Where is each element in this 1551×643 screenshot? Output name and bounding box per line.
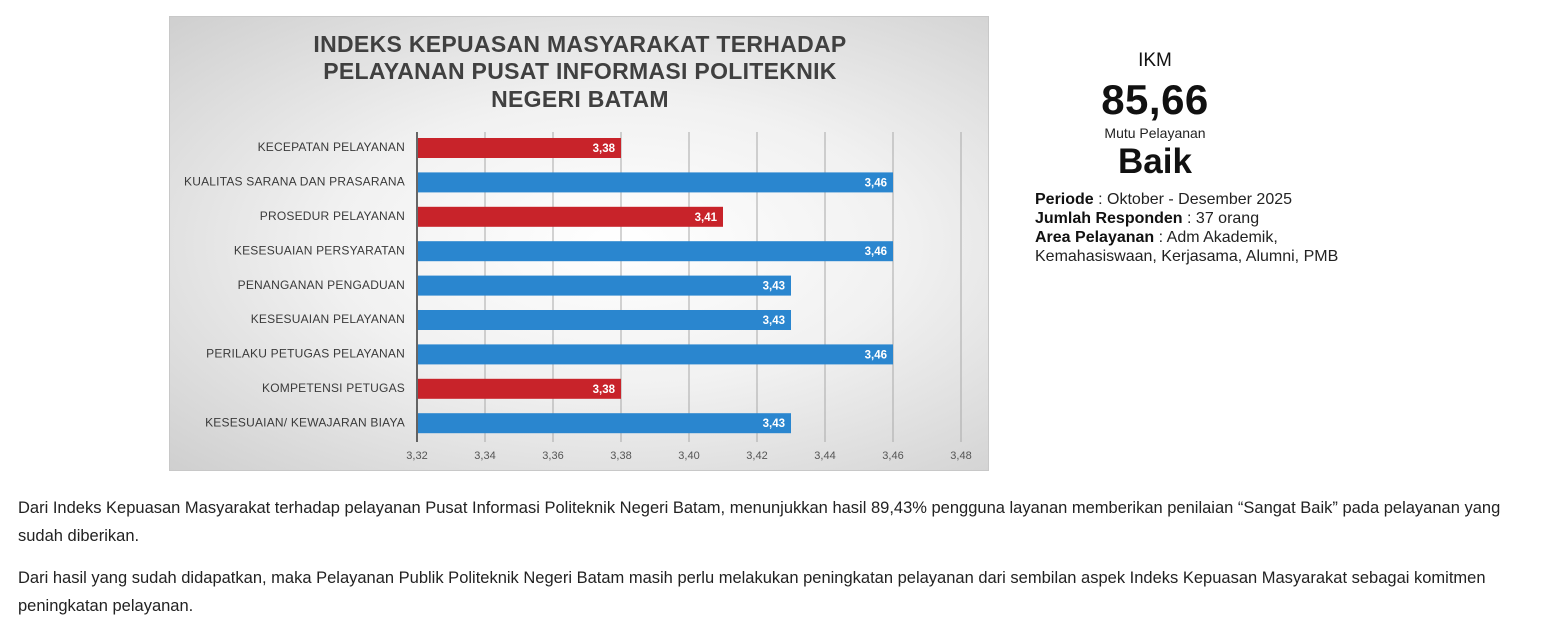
bar-value-label: 3,46 <box>865 349 887 361</box>
x-tick-label: 3,46 <box>882 450 903 462</box>
category-label: KESESUAIAN PERSYARATAN <box>234 243 405 257</box>
x-tick-label: 3,42 <box>746 450 767 462</box>
bars: 3,38 3,46 3,41 3,46 3,43 3,43 3,46 3,38 3,43 <box>418 138 893 434</box>
bar <box>418 344 893 365</box>
category-label: PERILAKU PETUGAS PELAYANAN <box>206 347 405 361</box>
periode-value: : Oktober - Desember 2025 <box>1098 191 1293 208</box>
bar-value-label: 3,38 <box>593 143 616 155</box>
bar <box>418 275 791 296</box>
bar <box>418 241 893 262</box>
bar-value-label: 3,46 <box>865 246 887 258</box>
bar-value-label: 3,41 <box>695 212 718 224</box>
chart-title-line-2: PELAYANAN PUSAT INFORMASI POLITEKNIK <box>323 58 837 84</box>
description: Dari Indeks Kepuasan Masyarakat terhadap… <box>18 494 1538 634</box>
survey-info: Periode : Oktober - Desember 2025 Jumlah… <box>1035 190 1535 266</box>
chart-title-line-3: NEGERI BATAM <box>491 86 669 112</box>
x-tick-label: 3,38 <box>610 450 631 462</box>
area-key: Area Pelayanan <box>1035 229 1155 246</box>
x-tick-label: 3,34 <box>474 450 495 462</box>
periode-row: Periode : Oktober - Desember 2025 <box>1035 190 1535 209</box>
x-tick-label: 3,36 <box>542 450 563 462</box>
responden-value: : 37 orang <box>1187 210 1260 227</box>
bar-value-label: 3,38 <box>593 384 616 396</box>
area-row: Area Pelayanan : Adm Akademik, <box>1035 228 1535 247</box>
bar <box>418 310 791 330</box>
responden-row: Jumlah Responden : 37 orang <box>1035 209 1535 228</box>
bar <box>418 413 791 434</box>
x-tick-label: 3,48 <box>950 450 971 462</box>
bar-value-label: 3,43 <box>763 315 785 327</box>
category-label: KUALITAS SARANA DAN PRASARANA <box>184 175 405 189</box>
category-labels: KECEPATAN PELAYANAN KUALITAS SARANA DAN P… <box>184 140 405 429</box>
category-label: KECEPATAN PELAYANAN <box>258 140 405 154</box>
mutu-label: Mutu Pelayanan <box>1104 125 1206 141</box>
bar-value-label: 3,43 <box>763 281 785 293</box>
mutu-value: Baik <box>1118 142 1192 181</box>
x-tick-label: 3,32 <box>406 450 427 462</box>
bar <box>418 378 621 399</box>
bar-value-label: 3,46 <box>865 177 887 189</box>
responden-key: Jumlah Responden <box>1035 210 1183 227</box>
bar-chart: INDEKS KEPUASAN MASYARAKAT TERHADAP PELA… <box>184 31 972 462</box>
description-paragraph-2: Dari hasil yang sudah didapatkan, maka P… <box>18 569 1486 615</box>
area-value: : Adm Akademik, <box>1158 229 1278 246</box>
ikm-label: IKM <box>1138 50 1172 71</box>
area-value-continued: Kemahasiswaan, Kerjasama, Alumni, PMB <box>1035 248 1339 265</box>
bar-value-label: 3,43 <box>763 418 785 430</box>
x-tick-label: 3,40 <box>678 450 699 462</box>
bar <box>418 172 893 193</box>
periode-key: Periode <box>1035 191 1094 208</box>
bar <box>418 138 621 158</box>
category-label: KOMPETENSI PETUGAS <box>262 381 405 395</box>
category-label: PROSEDUR PELAYANAN <box>260 209 405 223</box>
x-axis-ticks: 3,32 3,34 3,36 3,38 3,40 3,42 3,44 3,46 3,48 <box>406 450 971 462</box>
chart-title-line-1: INDEKS KEPUASAN MASYARAKAT TERHADAP <box>313 31 846 57</box>
chart-panel: INDEKS KEPUASAN MASYARAKAT TERHADAP PELA… <box>169 16 989 471</box>
x-tick-label: 3,44 <box>814 450 835 462</box>
category-label: KESESUAIAN PELAYANAN <box>251 312 405 326</box>
ikm-value: 85,66 <box>1101 76 1209 123</box>
category-label: KESESUAIAN/ KEWAJARAN BIAYA <box>205 415 405 429</box>
description-paragraph-1: Dari Indeks Kepuasan Masyarakat terhadap… <box>18 499 1501 545</box>
bar <box>418 206 723 227</box>
category-label: PENANGANAN PENGADUAN <box>238 278 405 292</box>
